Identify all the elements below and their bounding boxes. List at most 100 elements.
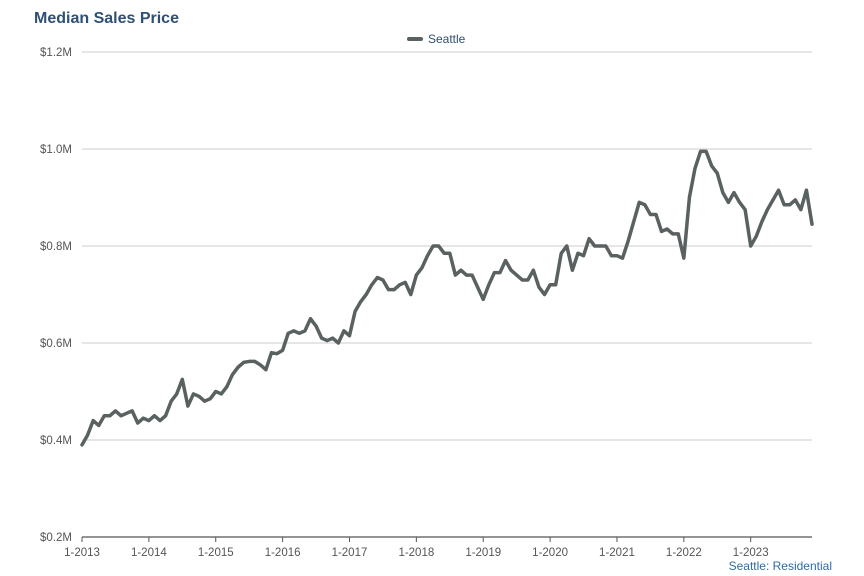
data-point [403, 280, 407, 284]
data-point [425, 254, 429, 258]
data-point [386, 288, 390, 292]
data-point [699, 149, 703, 153]
data-point [141, 416, 145, 420]
data-point [448, 251, 452, 255]
data-point [582, 254, 586, 258]
data-point [414, 273, 418, 277]
data-point [754, 234, 758, 238]
data-point [102, 414, 106, 418]
data-point [325, 339, 329, 343]
data-point [793, 198, 797, 202]
data-point [80, 443, 84, 447]
data-point [543, 293, 547, 296]
data-point [253, 359, 257, 363]
data-point [671, 232, 675, 236]
data-point [158, 419, 162, 423]
data-point [147, 419, 151, 423]
data-point [632, 220, 636, 224]
x-tick-label: 1-2020 [532, 547, 568, 559]
chart-legend: Seattle [407, 32, 465, 46]
data-point [347, 334, 351, 338]
y-axis-ticks: $0.2M $0.4M $0.6M $0.8M $1.0M $1.2M [40, 47, 72, 544]
y-tick-label: $0.2M [40, 532, 72, 544]
y-tick-label: $0.8M [40, 241, 72, 253]
data-point [654, 212, 658, 216]
series-group [80, 149, 814, 447]
x-tick-label: 1-2018 [398, 547, 434, 559]
data-point [804, 188, 808, 192]
data-point [660, 229, 664, 233]
data-point [442, 251, 446, 255]
data-point [492, 271, 496, 275]
data-point [264, 368, 268, 372]
x-tick-label: 1-2017 [332, 547, 368, 559]
data-point [693, 166, 697, 170]
data-point [197, 394, 201, 398]
data-point [643, 203, 647, 207]
data-point [676, 232, 680, 236]
data-point [554, 283, 558, 287]
data-point [465, 273, 469, 277]
data-point [715, 171, 719, 175]
data-point [331, 336, 335, 340]
data-point [381, 278, 385, 282]
data-point [336, 341, 340, 345]
data-point [180, 377, 184, 381]
data-point [765, 208, 769, 212]
data-point [203, 399, 207, 403]
data-point [537, 285, 541, 289]
data-point [136, 421, 140, 425]
data-point [119, 414, 123, 418]
data-point [710, 164, 714, 168]
data-point [515, 273, 519, 277]
data-point [409, 293, 413, 296]
data-point [175, 392, 179, 396]
series-line-seattle [80, 149, 814, 447]
data-point [576, 251, 580, 255]
data-point [420, 266, 424, 270]
data-point [526, 278, 530, 282]
data-point [258, 363, 262, 367]
data-point [303, 329, 307, 333]
x-axis: 1-2013 1-2014 1-2015 1-2016 1-2017 1-2018 1-20… [64, 537, 769, 559]
data-point [375, 276, 379, 280]
data-point [431, 244, 435, 248]
data-point [130, 409, 134, 413]
legend-label: Seattle [428, 32, 466, 46]
data-point [169, 399, 173, 403]
data-point [370, 283, 374, 287]
x-tick-label: 1-2016 [265, 547, 301, 559]
data-point [359, 300, 363, 304]
y-tick-label: $1.0M [40, 144, 72, 156]
data-point [269, 351, 273, 355]
data-point [777, 188, 781, 192]
data-point [509, 268, 513, 272]
data-point [97, 423, 101, 427]
data-point [342, 329, 346, 333]
data-point [225, 385, 229, 389]
y-tick-label: $0.6M [40, 338, 72, 350]
data-point [164, 414, 168, 418]
data-point [230, 373, 234, 377]
data-point [531, 268, 535, 272]
legend-swatch [407, 37, 423, 41]
data-point [91, 419, 95, 423]
data-point [108, 414, 112, 418]
data-point [788, 203, 792, 207]
data-point [648, 212, 652, 216]
y-tick-label: $1.2M [40, 47, 72, 59]
data-point [771, 198, 775, 202]
data-point [799, 208, 803, 212]
data-point [353, 309, 357, 313]
data-point [453, 273, 457, 277]
data-point [621, 256, 625, 260]
data-point [459, 268, 463, 272]
data-point [437, 244, 441, 248]
data-point [626, 239, 630, 243]
data-point [286, 331, 290, 335]
data-point [392, 288, 396, 292]
grid-lines [82, 51, 812, 538]
data-point [593, 244, 597, 248]
data-point [587, 237, 591, 241]
